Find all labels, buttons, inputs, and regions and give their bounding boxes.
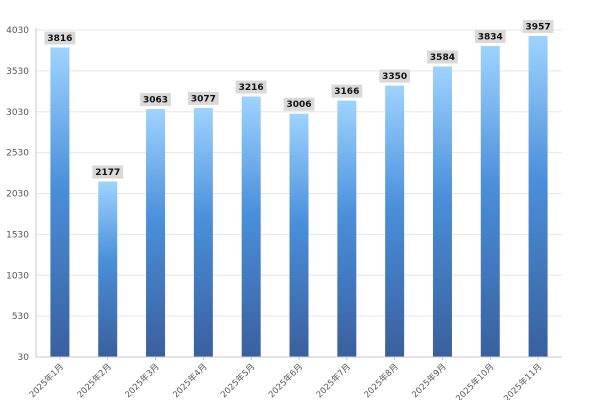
x-tick-label: 2025年9月 (410, 361, 449, 400)
bar (289, 113, 309, 357)
x-tick-label: 2025年11月 (501, 361, 544, 400)
data-label-box (331, 84, 363, 98)
data-label: 3216 (239, 83, 264, 93)
bars (50, 35, 548, 358)
y-tick-label: 3530 (6, 67, 29, 77)
bar (480, 46, 500, 357)
x-tick-label: 2025年5月 (218, 361, 257, 400)
data-label: 2177 (95, 168, 120, 178)
data-label: 3350 (382, 72, 407, 82)
bar (385, 85, 405, 357)
x-tick-label: 2025年8月 (362, 361, 401, 400)
x-axis: 2025年1月 2025年2月 2025年3月 2025年4月 2025年5月 2025年… (27, 356, 562, 400)
bar (432, 66, 452, 357)
data-label-box (44, 31, 76, 45)
y-tick-label: 2030 (6, 190, 29, 200)
y-axis: 30 530 1030 1530 2030 2530 3030 3530 4030 (6, 26, 37, 363)
data-label-box (140, 93, 171, 107)
data-label-box (474, 30, 506, 44)
data-label-box (92, 165, 124, 179)
x-tick-label: 2025年10月 (454, 361, 497, 400)
x-tick-label: 2025年7月 (314, 361, 353, 400)
bar (193, 107, 213, 358)
y-tick-label: 530 (12, 312, 29, 322)
y-tick-label: 30 (18, 353, 30, 363)
data-label: 3816 (47, 34, 72, 44)
y-tick-label: 1030 (6, 271, 29, 281)
data-label: 3063 (143, 96, 168, 106)
data-label: 3006 (286, 100, 311, 110)
data-labels: 3816 2177 3063 3077 3216 3006 3166 3350 3584 3834… (44, 19, 554, 179)
y-tick-label: 3030 (6, 108, 29, 118)
bar (241, 96, 261, 358)
data-label: 3077 (191, 94, 216, 104)
data-label-box (379, 69, 411, 83)
x-tick-label: 2025年6月 (266, 361, 305, 400)
x-tick-label: 2025年2月 (75, 361, 114, 400)
data-label-box (187, 91, 219, 105)
bar (98, 181, 118, 357)
data-label: 3834 (478, 33, 503, 43)
y-tick-label: 4030 (6, 26, 29, 36)
bar (146, 109, 166, 358)
x-tick-label: 2025年4月 (171, 361, 210, 400)
bar (337, 100, 357, 357)
data-label-box (283, 97, 315, 111)
data-label: 3166 (334, 87, 359, 97)
data-label-box (522, 19, 554, 33)
data-label: 3584 (430, 53, 455, 63)
data-label-box (235, 80, 267, 94)
x-tick-label: 2025年3月 (123, 361, 162, 400)
data-label: 3957 (526, 22, 551, 32)
bar (528, 35, 548, 358)
x-tick-label: 2025年1月 (27, 361, 66, 400)
y-tick-label: 2530 (6, 149, 29, 159)
bar (50, 47, 70, 357)
data-label-box (427, 50, 458, 64)
y-tick-label: 1530 (6, 230, 29, 240)
